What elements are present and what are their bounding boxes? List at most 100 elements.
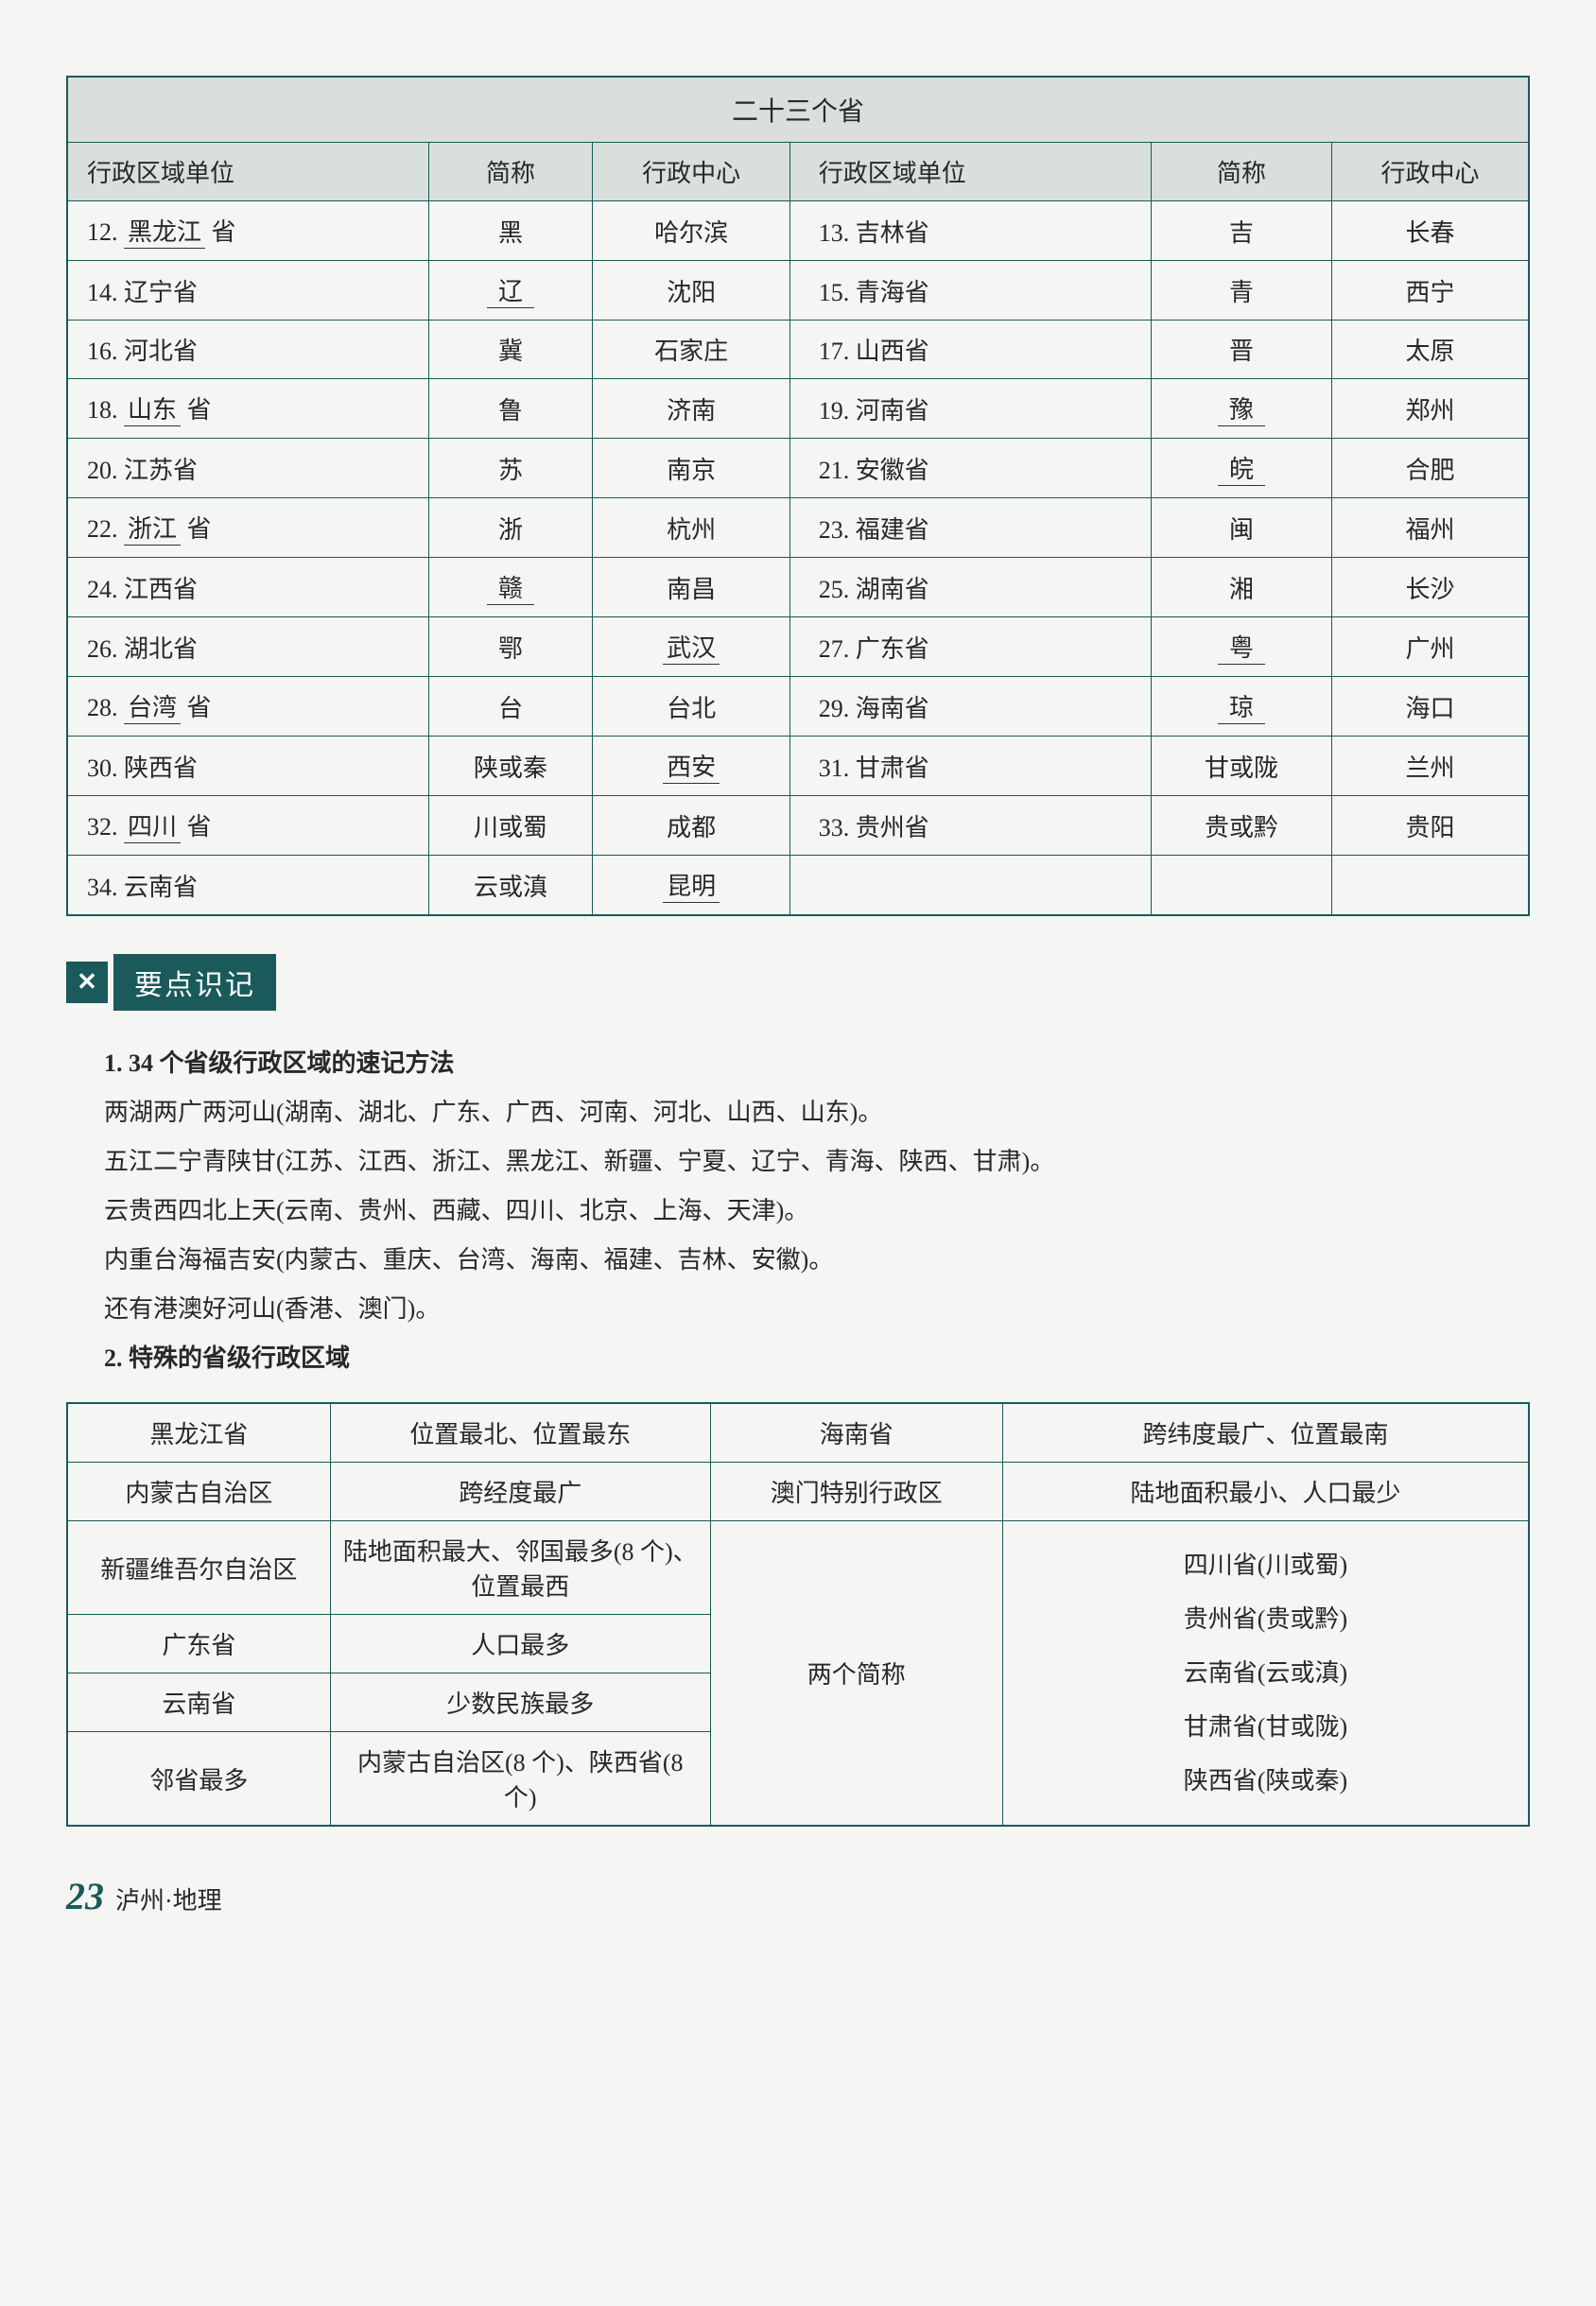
- list-line: 四川省(川或蜀): [1013, 1538, 1518, 1592]
- arrows-icon: ✕: [66, 962, 108, 1003]
- cell-center: 长春: [1332, 201, 1529, 261]
- cell: 陆地面积最大、邻国最多(8 个)、位置最西: [330, 1521, 710, 1615]
- cell-center: 南京: [593, 439, 789, 498]
- provinces-table: 二十三个省 行政区域单位 简称 行政中心 行政区域单位 简称 行政中心 12. …: [66, 76, 1530, 916]
- cell-center: 昆明: [593, 856, 789, 916]
- cell-abbr: 湘: [1151, 558, 1331, 617]
- cell-abbr: 鄂: [428, 617, 593, 677]
- cell-abbr: 浙: [428, 498, 593, 558]
- cell-center: 西宁: [1332, 261, 1529, 321]
- header-cell: 行政中心: [1332, 143, 1529, 201]
- footer-text: 泸州·地理: [115, 1881, 222, 1916]
- header-cell: 行政区域单位: [789, 143, 1151, 201]
- mnemonic-line: 内重台海福吉安(内蒙古、重庆、台湾、海南、福建、吉林、安徽)。: [104, 1236, 1530, 1285]
- mnemonic-line: 还有港澳好河山(香港、澳门)。: [104, 1285, 1530, 1334]
- cell-abbr: 川或蜀: [428, 796, 593, 856]
- cell-admin-unit: 27. 广东省: [789, 617, 1151, 677]
- cell-admin-unit: 33. 贵州省: [789, 796, 1151, 856]
- table-row: 24. 江西省赣南昌25. 湖南省湘长沙: [67, 558, 1529, 617]
- cell-admin-unit: 31. 甘肃省: [789, 737, 1151, 796]
- cell: 跨纬度最广、位置最南: [1002, 1403, 1529, 1463]
- cell-abbr: 黑: [428, 201, 593, 261]
- cell-admin-unit: 15. 青海省: [789, 261, 1151, 321]
- cell: 广东省: [67, 1615, 330, 1673]
- cell-abbr: 台: [428, 677, 593, 737]
- cell-center: 西安: [593, 737, 789, 796]
- cell-abbr: 豫: [1151, 379, 1331, 439]
- list-line: 云南省(云或滇): [1013, 1646, 1518, 1700]
- sub-heading-2: 2. 特殊的省级行政区域: [104, 1334, 1530, 1383]
- cell-center: 郑州: [1332, 379, 1529, 439]
- cell-center: 福州: [1332, 498, 1529, 558]
- cell-admin-unit: 21. 安徽省: [789, 439, 1151, 498]
- cell-abbr: 苏: [428, 439, 593, 498]
- cell-admin-unit: 34. 云南省: [67, 856, 428, 916]
- cell-abbr: 吉: [1151, 201, 1331, 261]
- cell-abbr: 贵或黔: [1151, 796, 1331, 856]
- cell-abbr: 辽: [428, 261, 593, 321]
- cell-center: 长沙: [1332, 558, 1529, 617]
- header-cell: 行政中心: [593, 143, 789, 201]
- cell-abbr: 鲁: [428, 379, 593, 439]
- cell-admin-unit: 24. 江西省: [67, 558, 428, 617]
- cell-admin-unit: 19. 河南省: [789, 379, 1151, 439]
- cell: 内蒙古自治区(8 个)、陕西省(8 个): [330, 1732, 710, 1827]
- cell-center: 济南: [593, 379, 789, 439]
- cell-center: 海口: [1332, 677, 1529, 737]
- cell-center: 台北: [593, 677, 789, 737]
- cell: 跨经度最广: [330, 1463, 710, 1521]
- cell-admin-unit: 26. 湖北省: [67, 617, 428, 677]
- cell-abbr: 陕或秦: [428, 737, 593, 796]
- header-row: 行政区域单位 简称 行政中心 行政区域单位 简称 行政中心: [67, 143, 1529, 201]
- table-row: 黑龙江省 位置最北、位置最东 海南省 跨纬度最广、位置最南: [67, 1403, 1529, 1463]
- list-line: 甘肃省(甘或陇): [1013, 1700, 1518, 1754]
- table-row: 18. 山东 省鲁济南19. 河南省豫郑州: [67, 379, 1529, 439]
- cell-admin-unit: 12. 黑龙江 省: [67, 201, 428, 261]
- table-row: 内蒙古自治区 跨经度最广 澳门特别行政区 陆地面积最小、人口最少: [67, 1463, 1529, 1521]
- table-title: 二十三个省: [67, 77, 1529, 143]
- table-row: 20. 江苏省苏南京21. 安徽省皖合肥: [67, 439, 1529, 498]
- cell-admin-unit: [789, 856, 1151, 916]
- cell-abbr: 粤: [1151, 617, 1331, 677]
- cell-abbr: 闽: [1151, 498, 1331, 558]
- table-row: 14. 辽宁省辽沈阳15. 青海省青西宁: [67, 261, 1529, 321]
- cell-center: 杭州: [593, 498, 789, 558]
- cell-center: 合肥: [1332, 439, 1529, 498]
- section-label: 要点识记: [113, 954, 276, 1011]
- cell-center: [1332, 856, 1529, 916]
- table-row: 12. 黑龙江 省黑哈尔滨13. 吉林省吉长春: [67, 201, 1529, 261]
- cell-center: 贵阳: [1332, 796, 1529, 856]
- table-row: 22. 浙江 省浙杭州23. 福建省闽福州: [67, 498, 1529, 558]
- cell: 新疆维吾尔自治区: [67, 1521, 330, 1615]
- cell-center: 沈阳: [593, 261, 789, 321]
- cell-admin-unit: 28. 台湾 省: [67, 677, 428, 737]
- cell: 人口最多: [330, 1615, 710, 1673]
- table-row: 30. 陕西省陕或秦西安31. 甘肃省甘或陇兰州: [67, 737, 1529, 796]
- mnemonic-line: 云贵西四北上天(云南、贵州、西藏、四川、北京、上海、天津)。: [104, 1187, 1530, 1236]
- cell-merged: 两个简称: [710, 1521, 1002, 1827]
- table-row: 34. 云南省云或滇昆明: [67, 856, 1529, 916]
- cell-admin-unit: 13. 吉林省: [789, 201, 1151, 261]
- cell-admin-unit: 16. 河北省: [67, 321, 428, 379]
- cell-center: 南昌: [593, 558, 789, 617]
- table-row: 28. 台湾 省台台北29. 海南省琼海口: [67, 677, 1529, 737]
- page-number: 23: [66, 1874, 104, 1918]
- cell: 少数民族最多: [330, 1673, 710, 1732]
- cell-abbr: 赣: [428, 558, 593, 617]
- table-row: 26. 湖北省鄂武汉27. 广东省粤广州: [67, 617, 1529, 677]
- cell-center: 兰州: [1332, 737, 1529, 796]
- cell: 云南省: [67, 1673, 330, 1732]
- cell-abbr: 晋: [1151, 321, 1331, 379]
- special-regions-table: 黑龙江省 位置最北、位置最东 海南省 跨纬度最广、位置最南 内蒙古自治区 跨经度…: [66, 1402, 1530, 1827]
- cell: 海南省: [710, 1403, 1002, 1463]
- cell: 陆地面积最小、人口最少: [1002, 1463, 1529, 1521]
- table-row: 32. 四川 省川或蜀成都33. 贵州省贵或黔贵阳: [67, 796, 1529, 856]
- cell-center: 太原: [1332, 321, 1529, 379]
- cell: 邻省最多: [67, 1732, 330, 1827]
- cell-center: 成都: [593, 796, 789, 856]
- cell-admin-unit: 14. 辽宁省: [67, 261, 428, 321]
- cell: 内蒙古自治区: [67, 1463, 330, 1521]
- cell-admin-unit: 20. 江苏省: [67, 439, 428, 498]
- cell-admin-unit: 23. 福建省: [789, 498, 1151, 558]
- cell-admin-unit: 29. 海南省: [789, 677, 1151, 737]
